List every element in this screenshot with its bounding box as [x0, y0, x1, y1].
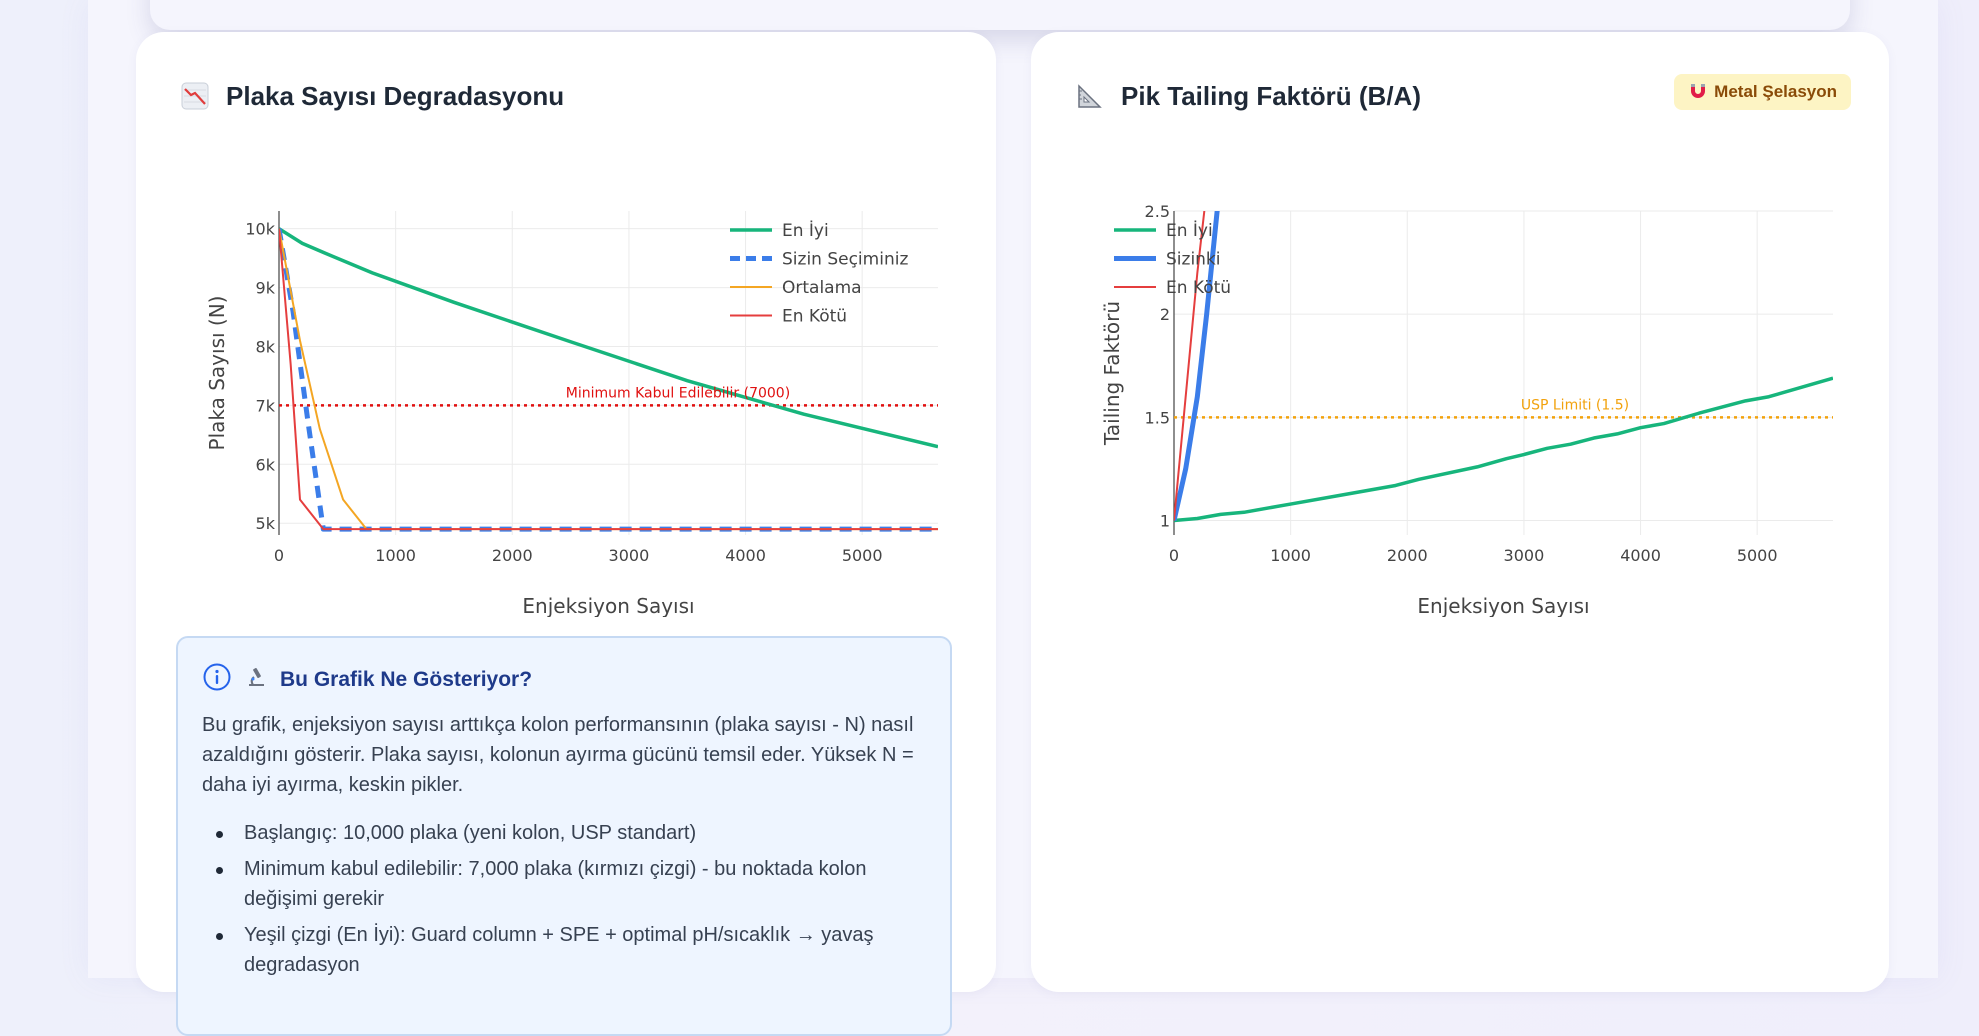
tailing-factor-card: Pik Tailing Faktörü (B/A) Metal Şelasyon… — [1031, 32, 1889, 992]
reference-line-label: Minimum Kabul Edilebilir (7000) — [566, 385, 790, 401]
x-tick-label: 4000 — [1620, 546, 1661, 565]
plate-count-card: Plaka Sayısı Degradasyonu 0 1000 2000 3000 4… — [136, 32, 996, 1036]
y-tick-label: 8k — [256, 337, 276, 356]
y-tick-label: 6k — [256, 455, 276, 474]
badge-label: Metal Şelasyon — [1714, 82, 1837, 101]
series-group — [1174, 211, 1833, 523]
x-tick-label: 0 — [274, 546, 284, 565]
chart-decreasing-icon — [180, 81, 210, 111]
card-title: Plaka Sayısı Degradasyonu — [226, 80, 565, 111]
series-line-1 — [1174, 211, 1220, 522]
microscope-icon — [244, 665, 268, 695]
x-tick-label: 5000 — [1737, 546, 1778, 565]
y-axis-label: Plaka Sayısı (N) — [205, 296, 229, 451]
x-tick-label: 2000 — [492, 546, 533, 565]
series-line-3 — [279, 228, 938, 531]
list-item: Başlangıç: 10,000 plaka (yeni kolon, USP… — [202, 818, 932, 848]
x-tick-label: 3000 — [609, 546, 650, 565]
reference-line-label: USP Limiti (1.5) — [1521, 397, 1629, 413]
x-axis-label: Enjeksiyon Sayısı — [1417, 594, 1589, 617]
tailing-card-header: Pik Tailing Faktörü (B/A) — [1075, 76, 1421, 116]
magnet-icon — [1688, 80, 1708, 105]
x-tick-label: 4000 — [725, 546, 766, 565]
y-tick-label: 7k — [256, 396, 276, 415]
legend-label: Sizin Seçiminiz — [782, 250, 908, 270]
y-tick-label: 1.5 — [1145, 408, 1170, 427]
metal-chelation-badge: Metal Şelasyon — [1674, 74, 1851, 110]
series-line-0 — [279, 227, 938, 449]
list-item: Yeşil çizgi (En İyi): Guard column + SPE… — [202, 920, 932, 980]
info-box: Bu Grafik Ne Gösteriyor? Bu grafik, enje… — [176, 636, 952, 1036]
x-tick-label: 0 — [1169, 546, 1179, 565]
x-tick-label: 1000 — [375, 546, 416, 565]
tailing-factor-chart-svg: 0 1000 2000 3000 4000 5000 1 1.5 2 2.5 Enjeksiyon … — [1100, 202, 1833, 618]
y-tick-label: 10k — [245, 220, 275, 239]
series-group — [279, 227, 938, 532]
y-axis-label: Tailing Faktörü — [1100, 301, 1124, 446]
legend-label: En İyi — [1166, 220, 1213, 241]
y-tick-label: 5k — [256, 514, 276, 533]
info-title: Bu Grafik Ne Gösteriyor? — [280, 668, 533, 691]
plate-count-chart: 0 1000 2000 3000 4000 5000 5k 6k 7k 8k 9k 10k Enjeks… — [180, 137, 940, 618]
series-line-0 — [1174, 376, 1833, 523]
top-panel — [150, 0, 1850, 30]
x-tick-label: 3000 — [1504, 546, 1545, 565]
x-tick-label: 2000 — [1387, 546, 1428, 565]
info-icon[interactable] — [202, 662, 232, 698]
legend-label: En Kötü — [1166, 278, 1231, 298]
y-tick-label: 9k — [256, 279, 276, 298]
card-title: Pik Tailing Faktörü (B/A) — [1121, 80, 1421, 111]
tailing-factor-chart: 0 1000 2000 3000 4000 5000 1 1.5 2 2.5 Enjeksiyon … — [1075, 137, 1835, 618]
y-tick-label: 1 — [1160, 512, 1170, 531]
legend-label: Sizinki — [1166, 250, 1221, 270]
y-tick-label: 2.5 — [1145, 202, 1170, 221]
triangle-ruler-icon — [1075, 81, 1105, 111]
info-title-row: Bu Grafik Ne Gösteriyor? — [202, 662, 532, 698]
plate-count-chart-svg: 0 1000 2000 3000 4000 5000 5k 6k 7k 8k 9k 10k Enjeks… — [205, 211, 938, 618]
x-axis-label: Enjeksiyon Sayısı — [522, 594, 694, 617]
y-tick-label: 2 — [1160, 305, 1170, 324]
list-item: Minimum kabul edilebilir: 7,000 plaka (k… — [202, 854, 932, 914]
legend-label: En Kötü — [782, 307, 847, 327]
series-line-2 — [1174, 211, 1206, 521]
x-tick-label: 1000 — [1270, 546, 1311, 565]
x-tick-label: 5000 — [842, 546, 883, 565]
legend-label: En İyi — [782, 220, 829, 241]
plate-count-card-header: Plaka Sayısı Degradasyonu — [180, 76, 564, 116]
info-description: Bu grafik, enjeksiyon sayısı arttıkça ko… — [202, 714, 914, 796]
legend-label: Ortalama — [782, 278, 862, 298]
info-bullet-list: Başlangıç: 10,000 plaka (yeni kolon, USP… — [202, 818, 932, 986]
